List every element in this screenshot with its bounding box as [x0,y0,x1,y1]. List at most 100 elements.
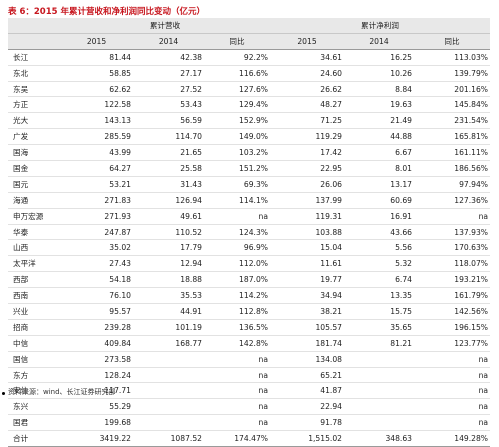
revenue-2014: 27.17 [133,65,204,82]
profit-2014 [344,398,415,416]
table-row: 太平洋 27.43 12.94 112.0% 11.61 5.32 118.07% [8,255,491,273]
revenue-2014 [133,351,204,368]
revenue-yoy: 92.2% [204,49,271,66]
broker-name: 兴业 [8,303,60,320]
table-row: 长江 81.44 42.38 92.2% 34.61 16.25 113.03% [8,49,491,66]
profit-2015: 1,515.02 [270,430,345,447]
profit-2014: 8.84 [344,81,415,98]
revenue-2015: 62.62 [60,81,133,98]
profit-yoy: 97.94% [414,176,491,193]
table-row: 光大 143.13 56.59 152.9% 71.25 21.49 231.54% [8,112,491,130]
profit-yoy: 161.79% [414,287,491,305]
broker-name: 国元 [8,176,60,193]
revenue-2015: 3419.22 [60,430,133,447]
header-profit-yoy: 同比 [414,33,491,50]
profit-2015: 26.06 [270,176,345,193]
profit-2015: 103.88 [270,224,345,241]
profit-yoy: 165.81% [414,128,491,146]
broker-name: 国海 [8,144,60,162]
table-row: 中信 409.84 168.77 142.8% 181.74 81.21 123.77% [8,335,491,352]
revenue-2015: 199.68 [60,414,133,432]
revenue-2014: 25.58 [133,160,204,177]
revenue-2014: 168.77 [133,335,204,352]
revenue-2014: 110.52 [133,224,204,241]
profit-2014: 15.75 [344,303,415,320]
revenue-2014: 114.70 [133,128,204,146]
revenue-yoy: 142.8% [204,335,271,352]
broker-name: 安信 [8,382,60,400]
profit-2015: 26.62 [270,81,345,98]
table-row: 国海 43.99 21.65 103.2% 17.42 6.67 161.11% [8,144,491,162]
revenue-2014 [133,382,204,400]
header-row-years: 2015 2014 同比 2015 2014 同比 [8,33,491,50]
revenue-yoy: 124.3% [204,224,271,241]
profit-2014 [344,367,415,384]
broker-name: 合计 [8,430,60,447]
revenue-2014: 21.65 [133,144,204,162]
profit-2014: 8.01 [344,160,415,177]
profit-2014: 348.63 [344,430,415,447]
profit-2014: 60.69 [344,192,415,209]
broker-name: 东北 [8,65,60,82]
revenue-yoy: 116.6% [204,65,271,82]
profit-yoy: na [414,398,491,416]
broker-name: 招商 [8,319,60,336]
profit-yoy: na [414,208,491,225]
profit-2014: 16.91 [344,208,415,225]
profit-2015: 38.21 [270,303,345,320]
profit-yoy: 231.54% [414,112,491,130]
table-row: 东吴 62.62 27.52 127.6% 26.62 8.84 201.16% [8,81,491,98]
profit-2015: 119.31 [270,208,345,225]
profit-2014 [344,351,415,368]
revenue-2014 [133,367,204,384]
profit-2014: 43.66 [344,224,415,241]
profit-2014: 19.63 [344,96,415,114]
revenue-2014: 56.59 [133,112,204,130]
revenue-2014 [133,414,204,432]
profit-2015: 19.77 [270,271,345,289]
table-row: 东兴 55.29 na 22.94 na [8,398,491,416]
profit-yoy: 137.93% [414,224,491,241]
profit-2015: 22.95 [270,160,345,177]
profit-2015: 91.78 [270,414,345,432]
table-row: 申万宏源 271.93 49.61 na 119.31 16.91 na [8,208,491,225]
profit-2015: 48.27 [270,96,345,114]
profit-2015: 34.61 [270,49,345,66]
revenue-2015: 247.87 [60,224,133,241]
broker-name: 东兴 [8,398,60,416]
broker-name: 广发 [8,128,60,146]
table-row: 山西 35.02 17.79 96.9% 15.04 5.56 170.63% [8,239,491,257]
bullet-dot [2,392,5,395]
table-row: 国金 64.27 25.58 151.2% 22.95 8.01 186.56% [8,160,491,177]
revenue-2014: 1087.52 [133,430,204,447]
total-row: 合计 3419.22 1087.52 174.47% 1,515.02 348.63 149… [8,430,491,447]
revenue-2015: 117.71 [60,382,133,400]
profit-yoy: 139.79% [414,65,491,82]
profit-yoy: 145.84% [414,96,491,114]
header-revenue-2014: 2014 [133,33,204,50]
table-row: 西部 54.18 18.88 187.0% 19.77 6.74 193.21% [8,271,491,289]
revenue-2014: 35.53 [133,287,204,305]
broker-name: 山西 [8,239,60,257]
table-row: 东北 58.85 27.17 116.6% 24.60 10.26 139.79% [8,65,491,82]
profit-yoy: 193.21% [414,271,491,289]
revenue-2015: 143.13 [60,112,133,130]
profit-2015: 137.99 [270,192,345,209]
revenue-2014: 101.19 [133,319,204,336]
profit-yoy: 142.56% [414,303,491,320]
revenue-yoy: 127.6% [204,81,271,98]
profit-2015: 65.21 [270,367,345,384]
broker-name: 光大 [8,112,60,130]
revenue-2014: 31.43 [133,176,204,193]
profit-2015: 134.08 [270,351,345,368]
revenue-yoy: 96.9% [204,239,271,257]
profit-2014: 5.56 [344,239,415,257]
revenue-yoy: 151.2% [204,160,271,177]
revenue-yoy: na [204,414,271,432]
revenue-yoy: na [204,208,271,225]
revenue-2015: 81.44 [60,49,133,66]
header-profit-2014: 2014 [344,33,415,50]
profit-yoy: 123.77% [414,335,491,352]
revenue-yoy: na [204,398,271,416]
revenue-yoy: 114.2% [204,287,271,305]
